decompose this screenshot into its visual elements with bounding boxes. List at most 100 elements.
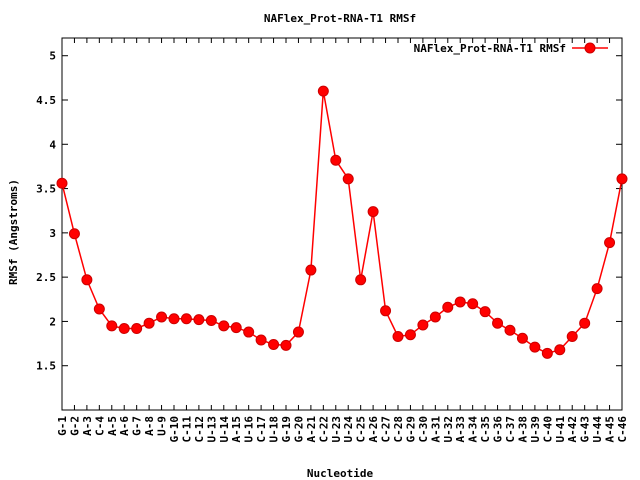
x-tick-label: A-45 xyxy=(604,416,617,443)
data-point xyxy=(541,347,553,359)
legend-marker xyxy=(584,42,596,54)
x-tick-label: A-34 xyxy=(467,416,480,443)
y-tick-label: 4 xyxy=(49,138,56,151)
data-point xyxy=(479,306,491,318)
series-line xyxy=(61,90,623,355)
legend: NAFlex_Prot-RNA-T1 RMSf xyxy=(414,42,608,55)
x-tick-label: A-8 xyxy=(143,416,156,436)
x-tick-label: A-15 xyxy=(230,416,243,443)
data-point xyxy=(554,344,566,356)
x-tick-label: A-21 xyxy=(305,416,318,443)
y-tick-label: 4.5 xyxy=(36,94,56,107)
x-tick-label: C-25 xyxy=(355,416,368,443)
x-tick-label: C-40 xyxy=(541,416,554,443)
x-tick-label: A-38 xyxy=(516,416,529,443)
x-tick-label: G-19 xyxy=(280,416,293,443)
data-point xyxy=(454,296,466,308)
x-tick-label: G-7 xyxy=(131,416,144,436)
data-point xyxy=(118,323,130,335)
data-point xyxy=(442,301,454,313)
data-point xyxy=(591,283,603,295)
x-tick-label: A-31 xyxy=(429,416,442,443)
data-point xyxy=(305,264,317,276)
data-point xyxy=(380,305,392,317)
x-tick-label: C-27 xyxy=(380,416,393,443)
x-tick-label: G-43 xyxy=(579,416,592,443)
x-tick-label: C-22 xyxy=(317,416,330,443)
x-tick-label: C-4 xyxy=(93,416,106,436)
data-point xyxy=(367,206,379,218)
y-tick-label: 5 xyxy=(49,50,56,63)
x-tick-label: A-5 xyxy=(106,416,119,436)
data-point xyxy=(255,334,267,346)
x-tick-label: G-36 xyxy=(492,416,505,443)
plot-frame xyxy=(61,37,623,411)
y-tick-label: 3 xyxy=(49,227,56,240)
x-tick-label: U-32 xyxy=(442,416,455,443)
data-point xyxy=(604,237,616,249)
x-tick-label: U-23 xyxy=(330,416,343,443)
x-tick-label: U-39 xyxy=(529,416,542,443)
data-point xyxy=(317,85,329,97)
x-tick-label: C-12 xyxy=(193,416,206,443)
data-point xyxy=(392,330,404,342)
x-tick-label: U-24 xyxy=(342,416,355,443)
y-tick-label: 3.5 xyxy=(36,183,56,196)
x-tick-label: U-44 xyxy=(591,416,604,443)
y-tick-label: 1.5 xyxy=(36,360,56,373)
y-axis-label: RMSf (Angstroms) xyxy=(7,179,20,285)
data-point xyxy=(56,177,68,189)
data-point xyxy=(529,341,541,353)
data-point xyxy=(566,330,578,342)
data-point xyxy=(218,320,230,332)
x-tick-label: A-3 xyxy=(81,416,94,436)
x-tick-label: G-29 xyxy=(404,416,417,443)
data-point xyxy=(342,173,354,185)
x-tick-label: C-37 xyxy=(504,416,517,443)
x-tick-label: C-46 xyxy=(616,416,629,443)
x-axis-ticks: G-1 G-2 A-3 C-4 A-5 A-6 G-7 A-8 U-9 G-10 C-11 C-12 U… xyxy=(56,38,629,443)
data-point xyxy=(205,315,217,327)
x-tick-label: U-14 xyxy=(218,416,231,443)
data-point xyxy=(143,317,155,329)
data-point xyxy=(93,303,105,315)
y-tick-label: 2 xyxy=(49,315,56,328)
data-point xyxy=(81,274,93,286)
y-axis-ticks: 1.5 2 2.5 3 3.5 4 4.5 5 xyxy=(36,50,622,373)
data-point xyxy=(230,322,242,334)
data-point xyxy=(180,313,192,325)
x-tick-label: G-20 xyxy=(292,416,305,443)
data-point xyxy=(168,313,180,325)
data-point xyxy=(504,324,516,336)
x-tick-label: U-41 xyxy=(554,416,567,443)
data-point xyxy=(106,320,118,332)
x-tick-label: C-11 xyxy=(180,416,193,443)
x-tick-label: U-13 xyxy=(205,416,218,443)
data-point xyxy=(492,317,504,329)
x-tick-label: C-17 xyxy=(255,416,268,443)
legend-label: NAFlex_Prot-RNA-T1 RMSf xyxy=(414,42,566,55)
data-point xyxy=(243,326,255,338)
series-layer xyxy=(56,85,628,359)
x-tick-label: C-35 xyxy=(479,416,492,443)
data-point xyxy=(404,329,416,341)
chart-title: NAFlex_Prot-RNA-T1 RMSf xyxy=(264,12,416,25)
data-point xyxy=(292,326,304,338)
data-point xyxy=(131,323,143,335)
x-tick-label: U-9 xyxy=(156,416,169,436)
data-point xyxy=(579,317,591,329)
data-point xyxy=(355,274,367,286)
data-point xyxy=(616,173,628,185)
x-tick-label: U-16 xyxy=(243,416,256,443)
x-tick-label: C-28 xyxy=(392,416,405,443)
x-tick-label: G-2 xyxy=(68,416,81,436)
data-point xyxy=(467,298,479,310)
x-tick-label: G-1 xyxy=(56,416,69,436)
data-point xyxy=(68,228,80,240)
data-point xyxy=(156,311,168,323)
x-tick-label: U-18 xyxy=(268,416,281,443)
x-tick-label: A-6 xyxy=(118,416,131,436)
data-point xyxy=(330,154,342,166)
data-point xyxy=(193,314,205,326)
x-tick-label: A-33 xyxy=(454,416,467,443)
